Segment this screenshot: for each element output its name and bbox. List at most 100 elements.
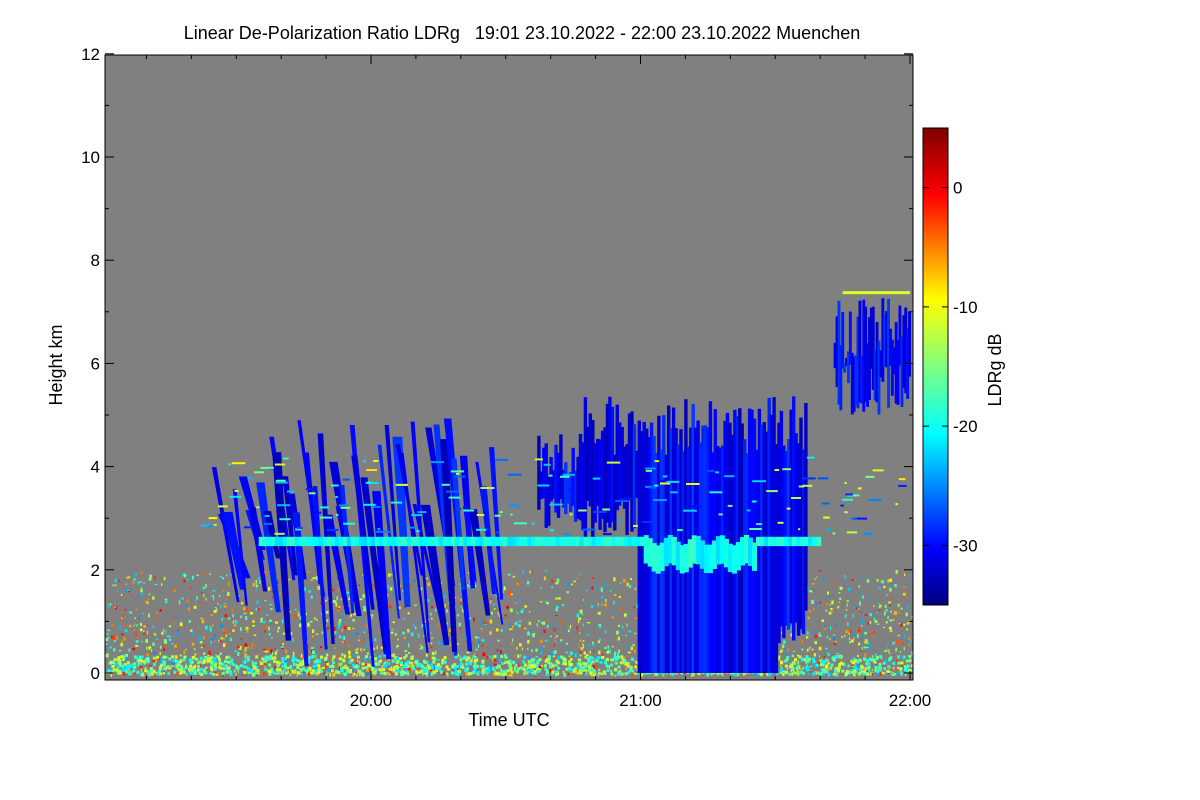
clutter-point [215, 672, 218, 676]
clutter-point [190, 597, 192, 600]
band-segment [619, 536, 625, 547]
band-segment [310, 536, 316, 547]
clutter-point [626, 666, 629, 669]
clutter-point [654, 672, 658, 676]
clutter-point [237, 652, 240, 656]
clutter-point [277, 629, 279, 633]
clutter-point [841, 669, 845, 673]
clutter-point [313, 660, 317, 664]
clutter-point [337, 662, 341, 667]
band-segment [703, 544, 709, 573]
clutter-point [342, 670, 344, 672]
clutter-point [258, 606, 261, 610]
band-segment [515, 536, 521, 547]
fragment [283, 457, 289, 460]
clutter-point [536, 659, 540, 663]
clutter-point [391, 672, 393, 676]
clutter-point [623, 659, 627, 663]
clutter-point [246, 607, 249, 612]
clutter-point [168, 635, 171, 638]
clutter-point [435, 665, 439, 669]
clutter-point [475, 636, 478, 639]
clutter-point [499, 659, 502, 662]
clutter-point [432, 659, 436, 663]
x-tick-label: 22:00 [889, 691, 932, 710]
clutter-point [459, 655, 461, 658]
clutter-point [602, 603, 605, 606]
clutter-point [890, 666, 894, 668]
clutter-point [601, 672, 603, 676]
band-segment [711, 540, 717, 569]
clutter-point [268, 633, 271, 636]
clutter-point [898, 623, 901, 625]
clutter-point [322, 666, 325, 669]
clutter-point [816, 671, 820, 675]
upper-column [908, 311, 911, 377]
clutter-point [152, 652, 156, 655]
clutter-point [451, 671, 455, 675]
clutter-point [812, 657, 815, 661]
clutter-point [205, 583, 207, 588]
clutter-point [264, 655, 268, 659]
clutter-point [367, 664, 371, 667]
upper-column [869, 307, 873, 369]
clutter-point [556, 606, 559, 609]
band-segment [355, 536, 360, 547]
fragment [363, 460, 366, 463]
clutter-point [501, 662, 505, 666]
clutter-point [281, 657, 285, 660]
clutter-point [208, 671, 210, 673]
clutter-point [442, 592, 445, 596]
band-segment [643, 535, 649, 564]
clutter-point [243, 612, 247, 614]
clutter-point [825, 609, 828, 612]
clutter-point [440, 670, 443, 674]
clutter-point [822, 577, 825, 582]
clutter-point [263, 650, 266, 653]
clutter-point [418, 663, 422, 667]
fragment [617, 520, 622, 523]
band-segment [579, 536, 585, 547]
clutter-point [125, 583, 127, 585]
clutter-point [303, 666, 306, 668]
clutter-point [109, 646, 112, 649]
clutter-point [315, 665, 318, 668]
clutter-point [351, 663, 355, 667]
band-segment [611, 536, 617, 547]
clutter-point [394, 659, 397, 661]
clutter-point [897, 603, 900, 607]
clutter-point [403, 612, 405, 614]
fragment [367, 481, 371, 484]
clutter-point [274, 666, 276, 669]
clutter-point [486, 672, 489, 676]
clutter-point [588, 645, 592, 647]
clutter-point [525, 668, 529, 670]
clutter-point [858, 669, 861, 671]
clutter-point [889, 587, 892, 592]
clutter-point [392, 653, 396, 658]
clutter-point [181, 597, 184, 600]
band-segment [290, 536, 296, 547]
clutter-point [582, 665, 586, 669]
clutter-point [517, 667, 521, 671]
clutter-point [226, 574, 228, 576]
fragment [851, 517, 858, 520]
fragment [751, 500, 757, 503]
clutter-point [448, 643, 451, 646]
clutter-point [812, 672, 814, 676]
clutter-point [886, 646, 888, 650]
clutter-point [141, 673, 143, 677]
clutter-point [608, 649, 611, 654]
upper-column [890, 339, 894, 396]
clutter-point [220, 624, 224, 628]
cloud-column [657, 415, 661, 673]
clutter-point [383, 664, 387, 668]
clutter-point [484, 621, 487, 624]
clutter-point [506, 669, 510, 673]
fragment [305, 488, 314, 491]
clutter-point [533, 673, 537, 676]
clutter-point [516, 611, 518, 613]
band-segment [314, 536, 320, 547]
band-segment [527, 536, 533, 547]
clutter-point [734, 672, 738, 676]
